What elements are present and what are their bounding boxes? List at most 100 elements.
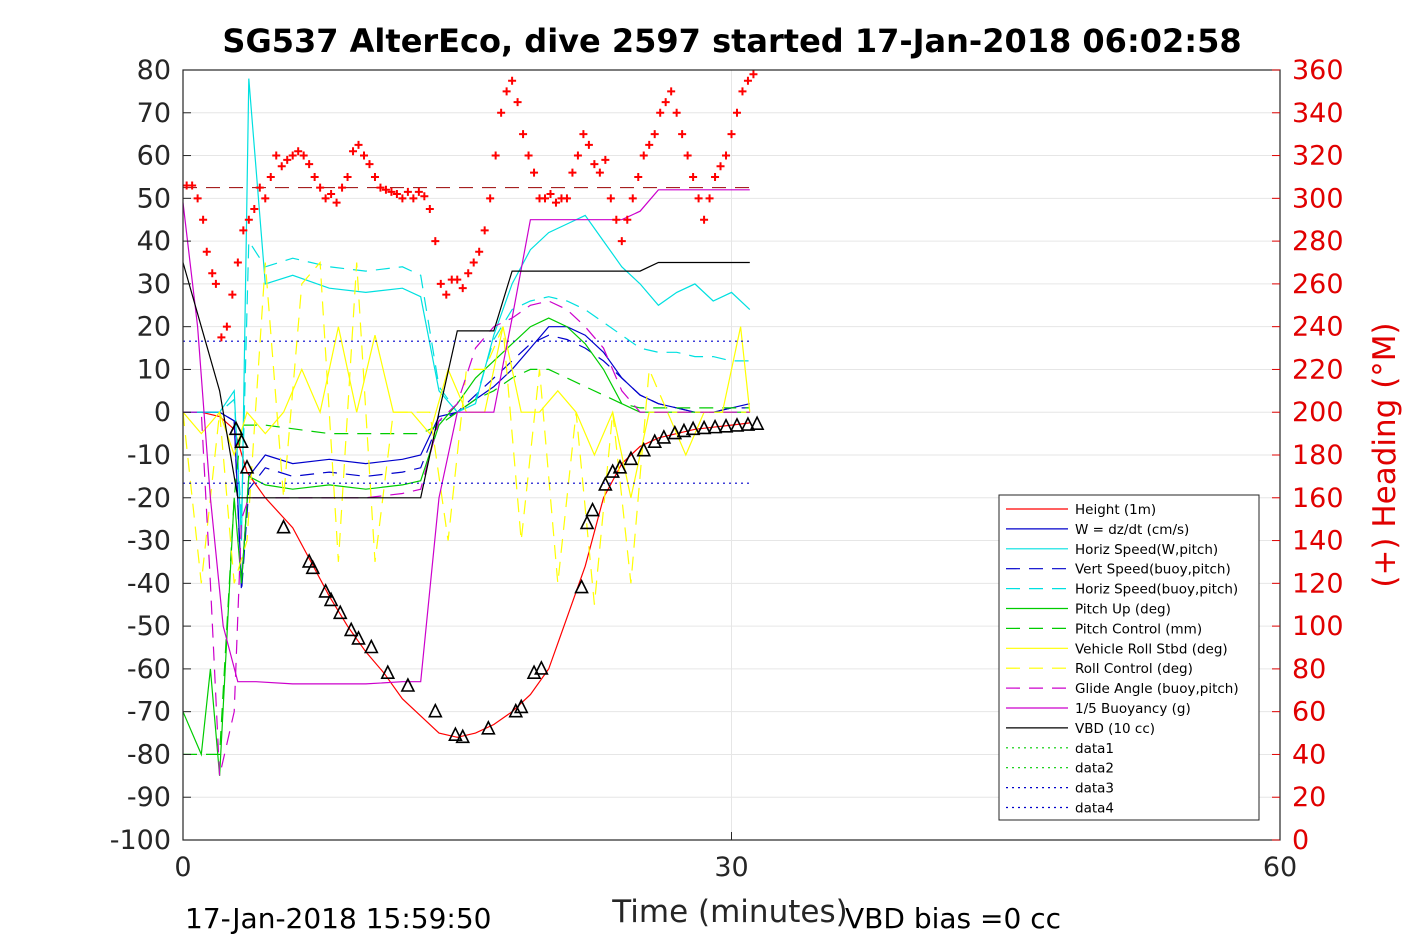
heading-point [294,147,303,156]
heading-point [562,194,571,203]
depth-marker [448,726,463,741]
legend-entry: Vehicle Roll Stbd (deg) [1075,641,1228,657]
heading-point [277,162,286,171]
heading-point [398,194,407,203]
y-tick-label: -40 [127,568,171,599]
heading-point [217,333,226,342]
heading-point [656,108,665,117]
y-tick-label: 50 [137,183,171,214]
depth-marker [380,664,396,679]
y-right-tick-label: 0 [1292,825,1309,856]
x-tick-label: 0 [174,852,191,883]
series-line-5 [182,317,750,776]
depth-marker [667,424,683,440]
heading-point [716,162,725,171]
x-tick-label: 30 [714,852,748,883]
depth-marker [332,604,348,620]
heading-point [568,168,577,177]
legend-entry: Pitch Control (mm) [1075,621,1202,637]
depth-marker [534,660,549,675]
depth-marker [656,429,672,444]
y-right-tick-label: 260 [1292,269,1344,300]
heading-point [530,168,539,177]
heading-point [365,160,374,169]
heading-point [381,185,390,194]
heading-point [749,70,758,79]
heading-point [700,215,709,224]
heading-point [208,269,217,278]
heading-point [199,215,208,224]
heading-point [645,140,654,149]
heading-point [486,194,495,203]
y-right-tick-label: 340 [1292,98,1344,129]
heading-point [288,151,297,160]
heading-point [202,247,211,256]
heading-point [392,190,401,199]
series-line-8 [182,260,750,605]
series-line-9 [183,300,750,776]
depth-marker [455,728,471,744]
heading-point [672,108,681,117]
depth-marker [481,719,496,735]
heading-point [661,98,670,107]
y-right-tick-label: 220 [1292,354,1344,385]
series-line-10 [182,189,750,685]
y-right-tick-label: 20 [1292,782,1326,813]
y-right-tick-label: 60 [1292,697,1326,728]
heading-point [497,108,506,117]
depth-marker [740,416,756,431]
heading-point [601,155,610,164]
depth-marker [351,630,366,645]
y-tick-label: -60 [127,654,171,685]
y-tick-label: -30 [127,526,171,557]
heading-point [491,151,500,160]
legend-entry: Horiz Speed(W,pitch) [1075,542,1218,558]
heading-point [584,140,593,149]
heading-point [370,172,379,181]
heading-point [743,76,752,85]
depth-marker [364,638,379,654]
heading-point [508,76,517,85]
y-right-tick-label: 180 [1292,440,1344,471]
heading-point [188,181,197,190]
y-tick-label: -100 [110,825,171,856]
depth-marker [598,476,613,491]
heading-point [639,151,648,160]
y-tick-label: -70 [127,697,171,728]
legend-entry: data3 [1075,781,1114,797]
heading-point [623,215,632,224]
heading-point [475,247,484,256]
heading-point [738,87,747,96]
heading-point [305,160,314,169]
heading-point [233,258,242,267]
heading-point [683,151,692,160]
heading-point [650,130,659,139]
depth-marker [729,417,745,432]
depth-marker [343,621,359,637]
y-tick-label: 80 [137,55,171,86]
depth-marker [685,420,701,436]
y-tick-label: -90 [127,782,171,813]
heading-point [244,215,253,224]
heading-point [689,172,698,181]
heading-point [310,172,319,181]
y-tick-label: -10 [127,440,171,471]
heading-point [502,87,511,96]
depth-marker [234,433,249,448]
depth-marker [276,518,291,534]
depth-marker [579,514,595,530]
series-line-2 [183,78,751,541]
heading-point [299,151,308,160]
heading-point [634,172,643,181]
heading-point [519,130,528,139]
series-layer [182,78,751,776]
y-right-tick-label: 140 [1292,526,1344,557]
heading-point [442,290,451,299]
y-right-tick-label: 360 [1292,55,1344,86]
x-axis: 0 30 60 [174,832,1297,883]
legend-entry: Vert Speed(buoy,pitch) [1075,562,1231,578]
heading-point [250,205,259,214]
heading-point [595,168,604,177]
heading-point [228,290,237,299]
